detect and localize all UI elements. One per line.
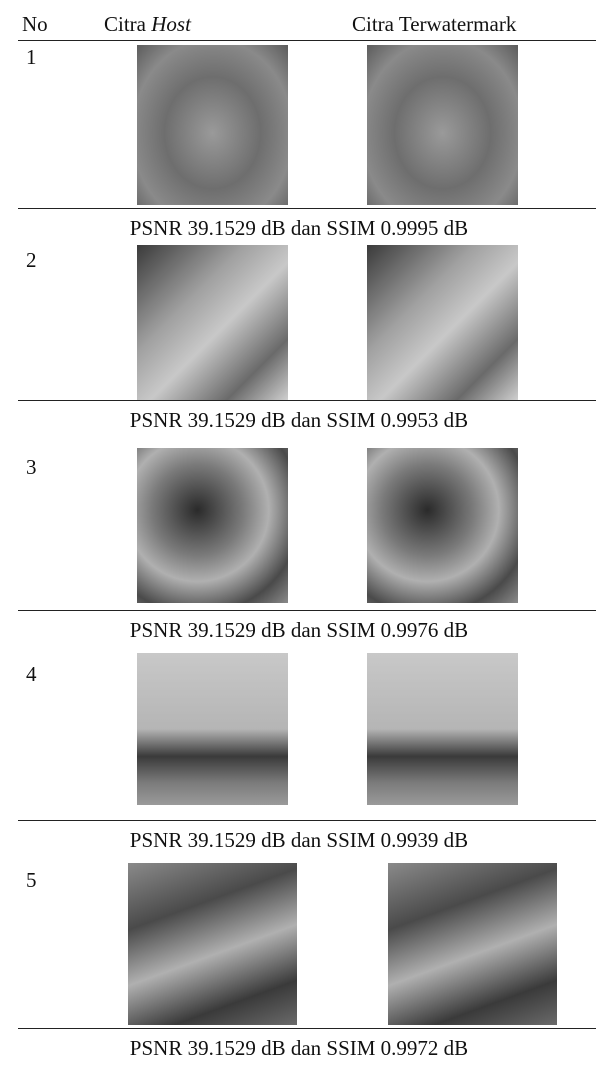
watermarked-image xyxy=(367,653,518,805)
host-image xyxy=(128,863,297,1025)
row-number: 4 xyxy=(26,662,37,686)
watermarked-image xyxy=(367,45,518,205)
row-rule xyxy=(18,400,596,401)
row-number: 3 xyxy=(26,455,37,479)
header-watermarked: Citra Terwatermark xyxy=(352,12,516,36)
header-host: Citra Host xyxy=(104,12,191,36)
header-no: No xyxy=(22,12,48,36)
metrics-caption: PSNR 39.1529 dB dan SSIM 0.9953 dB xyxy=(0,408,598,432)
host-image xyxy=(137,653,288,805)
row-rule xyxy=(18,610,596,611)
row-rule xyxy=(18,820,596,821)
metrics-caption: PSNR 39.1529 dB dan SSIM 0.9939 dB xyxy=(0,828,598,852)
host-image xyxy=(137,45,288,205)
host-image xyxy=(137,448,288,603)
metrics-caption: PSNR 39.1529 dB dan SSIM 0.9995 dB xyxy=(0,216,598,240)
watermarked-image xyxy=(367,245,518,400)
header-host-italic: Host xyxy=(151,12,191,36)
document-page: No Citra Host Citra Terwatermark 1 PSNR 3… xyxy=(0,0,598,1065)
row-rule xyxy=(18,1028,596,1029)
metrics-caption: PSNR 39.1529 dB dan SSIM 0.9972 dB xyxy=(0,1036,598,1060)
host-image xyxy=(137,245,288,400)
row-number: 1 xyxy=(26,45,37,69)
row-number: 5 xyxy=(26,868,37,892)
metrics-caption: PSNR 39.1529 dB dan SSIM 0.9976 dB xyxy=(0,618,598,642)
watermarked-image xyxy=(388,863,557,1025)
watermarked-image xyxy=(367,448,518,603)
row-rule xyxy=(18,208,596,209)
header-rule xyxy=(18,40,596,41)
header-host-text: Citra xyxy=(104,12,146,36)
row-number: 2 xyxy=(26,248,37,272)
